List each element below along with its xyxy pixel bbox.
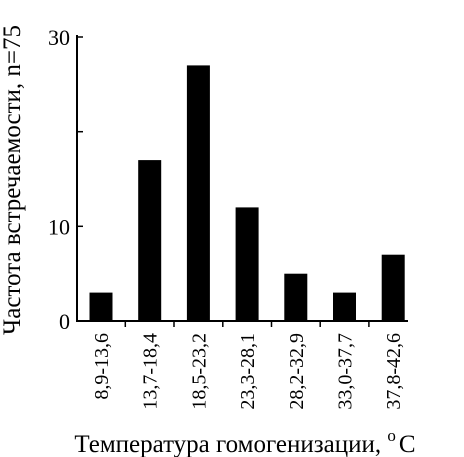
- bar-6: [333, 292, 356, 321]
- bar-7: [381, 254, 405, 321]
- axes-group: [76, 35, 408, 322]
- x-tick-label: 37,8-42,6: [383, 333, 405, 410]
- x-axis-label-unit: C: [399, 431, 416, 457]
- y-ticks-group: 0 10 30: [48, 25, 83, 334]
- y-tick-label: 0: [59, 309, 70, 334]
- x-tick-label: 33,0-37,7: [335, 333, 357, 410]
- y-tick-label: 10: [48, 214, 70, 239]
- x-tick-label: 8,9-13,6: [91, 333, 113, 400]
- bar-4: [235, 207, 259, 321]
- degree-symbol: o: [387, 426, 396, 445]
- x-tick-label: 23,3-28,1: [237, 333, 259, 410]
- x-tick-label: 13,7-18,4: [140, 333, 162, 410]
- bar-1: [89, 292, 113, 321]
- y-tick-label: 30: [48, 25, 70, 50]
- x-tick-label: 18,5-23,2: [188, 333, 210, 410]
- bar-3: [186, 65, 210, 322]
- x-ticks-group: 8,9-13,6 13,7-18,4 18,5-23,2 23,3-28,1 28,2-…: [91, 321, 405, 410]
- x-axis-label-main: Температура гомогенизации,: [74, 431, 387, 457]
- y-axis-label: Частота встречаемости, n=75: [0, 25, 26, 335]
- bars-group: [89, 65, 405, 322]
- bar-2: [138, 160, 162, 321]
- bar-5: [284, 273, 308, 321]
- x-tick-label: 28,2-32,9: [286, 333, 308, 410]
